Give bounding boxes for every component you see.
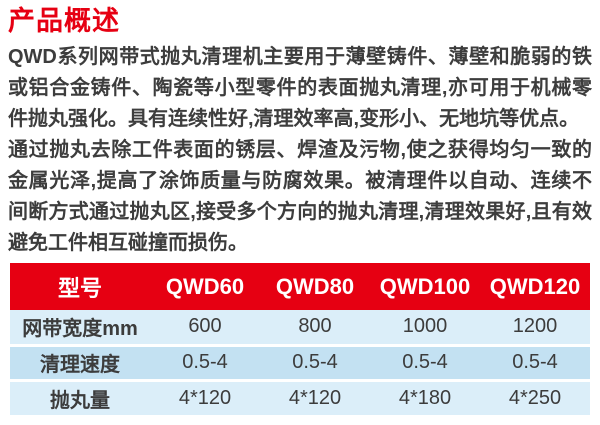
product-description: QWD系列网带式抛丸清理机主要用于薄壁铸件、薄壁和脆弱的铁或铝合金铸件、陶瓷等小… — [8, 42, 592, 259]
column-header-qwd80: QWD80 — [260, 263, 370, 310]
description-paragraph-2: 通过抛丸去除工件表面的锈层、焊渣及污物,使之获得均匀一致的金属光泽,提高了涂饰质… — [8, 139, 592, 254]
cell-cleaning-speed-qwd100: 0.5-4 — [402, 351, 448, 373]
cell-cleaning-speed-qwd80: 0.5-4 — [292, 351, 338, 373]
column-header-qwd100: QWD100 — [370, 263, 480, 310]
column-header-model: 型号 — [10, 263, 150, 310]
table-row-cleaning-speed: 清理速度 0.5-4 0.5-4 0.5-4 0.5-4 — [10, 345, 590, 380]
cell-shot-volume-qwd60: 4*120 — [178, 386, 232, 409]
cell-shot-volume-qwd80: 4*120 — [288, 386, 342, 409]
row-label-cleaning-speed: 清理速度 — [40, 354, 120, 376]
cell-shot-volume-qwd100: 4*180 — [398, 386, 452, 409]
row-label-shot-volume: 抛丸量 — [50, 389, 110, 412]
cell-belt-width-qwd60: 600 — [188, 315, 222, 338]
table-row-belt-width: 网带宽度mm 600 800 1000 1200 — [10, 310, 590, 345]
column-header-qwd60: QWD60 — [150, 263, 260, 310]
cell-cleaning-speed-qwd120: 0.5-4 — [512, 351, 558, 373]
page-title: 产品概述 — [8, 6, 120, 36]
table-row-shot-volume: 抛丸量 4*120 4*120 4*180 4*250 — [10, 380, 590, 415]
table-header-row: 型号 QWD60 QWD80 QWD100 QWD120 — [10, 263, 590, 310]
cell-belt-width-qwd80: 800 — [298, 315, 332, 338]
column-header-qwd120: QWD120 — [480, 263, 590, 310]
cell-shot-volume-qwd120: 4*250 — [508, 386, 562, 409]
spec-table: 型号 QWD60 QWD80 QWD100 QWD120 网带宽度mm 600 … — [10, 263, 590, 415]
description-paragraph-1: QWD系列网带式抛丸清理机主要用于薄壁铸件、薄壁和脆弱的铁或铝合金铸件、陶瓷等小… — [8, 46, 592, 130]
row-label-belt-width: 网带宽度mm — [22, 318, 138, 341]
cell-cleaning-speed-qwd60: 0.5-4 — [182, 351, 228, 373]
cell-belt-width-qwd120: 1200 — [512, 315, 558, 338]
cell-belt-width-qwd100: 1000 — [402, 315, 448, 338]
